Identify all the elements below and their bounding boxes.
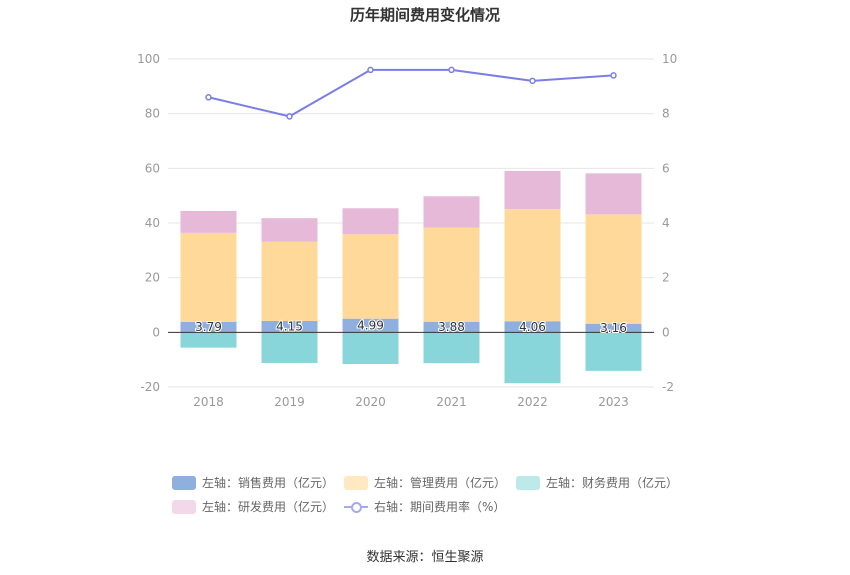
chart-title: 历年期间费用变化情况 xyxy=(349,6,500,24)
legend-label-finance: 左轴：财务费用（亿元） xyxy=(546,476,679,490)
bar-sales xyxy=(180,321,237,333)
y-right-tick-label: 0 xyxy=(662,325,670,339)
x-tick-label: 2020 xyxy=(355,395,386,409)
point-rate xyxy=(286,113,293,120)
legend-swatch-admin xyxy=(344,475,368,490)
bar-rnd xyxy=(342,208,399,235)
x-tick-label: 2019 xyxy=(274,395,305,409)
bar-finance xyxy=(423,332,480,364)
bar-rnd xyxy=(585,173,642,215)
point-rate xyxy=(529,77,536,85)
bar-finance xyxy=(585,332,642,371)
legend-label-rnd: 左轴：研发费用（亿元） xyxy=(202,500,335,514)
y-right-tick-label: -2 xyxy=(662,380,674,394)
bar-sales xyxy=(261,320,318,333)
y-left-tick-label: -20 xyxy=(140,380,160,394)
point-rate xyxy=(448,66,455,74)
point-rate xyxy=(205,94,212,101)
bar-admin xyxy=(261,241,318,321)
x-tick-label: 2021 xyxy=(436,395,467,409)
bar-rnd xyxy=(423,196,480,228)
bar-finance xyxy=(342,332,399,365)
y-left-tick-label: 100 xyxy=(137,52,160,66)
y-right-tick-label: 4 xyxy=(662,216,670,230)
x-tick-label: 2023 xyxy=(598,395,629,409)
y-left-tick-label: 20 xyxy=(145,271,160,285)
bar-sales xyxy=(585,323,642,333)
y-right-tick-label: 6 xyxy=(662,161,670,175)
data-label-sales: 4.15 xyxy=(276,320,303,334)
y-right-tick-label: 10 xyxy=(662,52,677,66)
y-left-tick-label: 60 xyxy=(145,161,160,175)
bar-rnd xyxy=(504,170,561,210)
data-label-sales: 3.79 xyxy=(195,320,222,334)
y-left-tick-label: 80 xyxy=(145,107,160,121)
bar-admin xyxy=(180,232,237,322)
y-left-tick-label: 0 xyxy=(152,325,160,339)
legend-swatch-rnd xyxy=(172,499,196,514)
legend-swatch-sales xyxy=(172,475,196,490)
bar-finance xyxy=(180,332,237,348)
point-rate xyxy=(367,66,374,74)
data-label-sales: 4.06 xyxy=(519,320,546,334)
legend-label-sales: 左轴：销售费用（亿元） xyxy=(202,476,335,490)
bar-admin xyxy=(342,234,399,319)
bar-finance xyxy=(504,332,561,384)
data-source: 数据来源：恒生聚源 xyxy=(366,550,484,565)
bar-admin xyxy=(585,214,642,324)
legend-item-rate[interactable]: 右轴：期间费用率（%） xyxy=(344,498,505,515)
line-rate xyxy=(208,68,614,118)
bar-rnd xyxy=(261,218,318,242)
data-label-sales: 3.16 xyxy=(600,321,627,335)
data-label-sales: 3.88 xyxy=(438,320,465,334)
bar-finance xyxy=(261,332,318,363)
legend-label-admin: 左轴：管理费用（亿元） xyxy=(374,476,507,490)
bar-rnd xyxy=(180,211,237,233)
legend-label-rate: 右轴：期间费用率（%） xyxy=(374,500,506,514)
y-right-tick-label: 2 xyxy=(662,271,670,285)
bar-admin xyxy=(504,209,561,322)
y-left-tick-label: 40 xyxy=(145,216,160,230)
legend-item-finance[interactable]: 左轴：财务费用（亿元） xyxy=(516,474,678,491)
y-right-tick-label: 8 xyxy=(662,107,670,121)
legend-item-admin[interactable]: 左轴：管理费用（亿元） xyxy=(344,474,506,491)
x-tick-label: 2022 xyxy=(517,395,548,409)
legend-swatch-rate xyxy=(344,500,368,514)
legend-item-sales[interactable]: 左轴：销售费用（亿元） xyxy=(172,474,334,491)
data-label-sales: 4.99 xyxy=(357,319,384,333)
bar-sales xyxy=(504,321,561,333)
legend-item-rnd[interactable]: 左轴：研发费用（亿元） xyxy=(172,498,334,515)
point-rate xyxy=(610,72,617,79)
x-tick-label: 2018 xyxy=(193,395,224,409)
bar-admin xyxy=(423,227,480,322)
legend-swatch-finance xyxy=(516,475,540,490)
bar-sales xyxy=(423,321,480,333)
bar-sales xyxy=(342,318,399,333)
